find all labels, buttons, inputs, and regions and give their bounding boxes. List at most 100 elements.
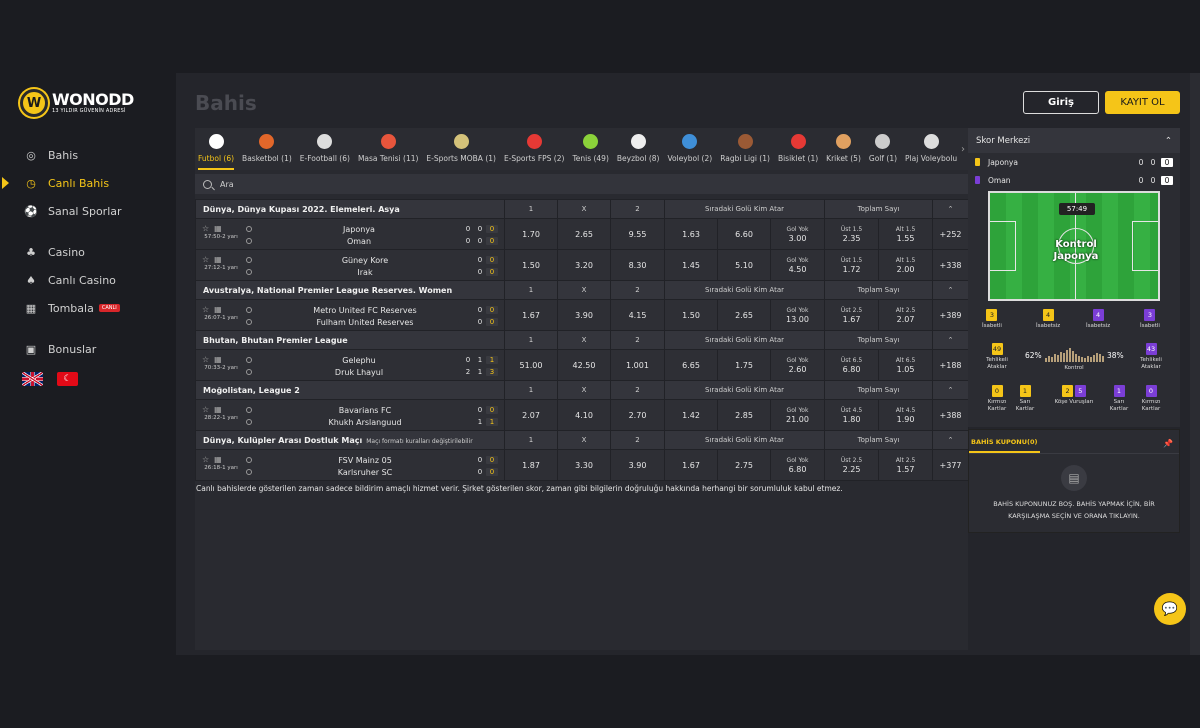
odd-next-goal-away[interactable]: 5.10 (717, 249, 771, 281)
nav-item-canlı-casino[interactable]: ♠ Canlı Casino (0, 266, 176, 294)
stats-icon[interactable]: ▦ (214, 305, 222, 314)
odd-next-goal-away[interactable]: 2.85 (717, 399, 771, 431)
tab-sport[interactable]: E-Sports MOBA (1) (426, 128, 496, 170)
odd-over[interactable]: Üst 2.5 2.25 (824, 449, 880, 481)
chevron-up-icon[interactable]: ⌃ (932, 199, 970, 219)
odd-next-goal-away[interactable]: 2.75 (717, 449, 771, 481)
odd-under[interactable]: Alt 1.5 2.00 (878, 249, 934, 281)
odd-next-goal-home[interactable]: 1.42 (664, 399, 718, 431)
search-input[interactable]: Ara (220, 179, 234, 189)
match-teams-cell[interactable]: ☆ ▦ 26:07-1 yarı Metro United FC Reserves 0 0… (195, 299, 505, 331)
score-center-header[interactable]: Skor Merkezi ⌃ (968, 128, 1180, 153)
chat-icon[interactable]: 💬 (1154, 593, 1186, 625)
stats-icon[interactable]: ▦ (214, 255, 222, 264)
bet-slip-tab[interactable]: BAHİS KUPONU(0) (969, 438, 1041, 453)
more-markets-button[interactable]: +188 (932, 349, 970, 381)
odd-next-goal-away[interactable]: 1.75 (717, 349, 771, 381)
odd-no-goal[interactable]: Gol Yok 4.50 (769, 249, 826, 281)
chevron-up-icon[interactable]: ⌃ (1164, 135, 1172, 146)
star-icon[interactable]: ☆ (202, 355, 210, 364)
odd-over[interactable]: Üst 4.5 1.80 (824, 399, 880, 431)
odd-next-goal-home[interactable]: 1.63 (664, 218, 718, 250)
odd-away[interactable]: 4.15 (610, 299, 665, 331)
page-scrollbar[interactable] (1190, 73, 1200, 655)
pin-icon[interactable]: 📌 (1163, 439, 1173, 448)
odd-under[interactable]: Alt 1.5 1.55 (878, 218, 934, 250)
tab-sport[interactable]: E-Football (6) (300, 128, 350, 170)
tab-sport[interactable]: Tenis (49) (572, 128, 609, 170)
odd-no-goal[interactable]: Gol Yok 21.00 (769, 399, 826, 431)
tab-sport[interactable]: Kriket (5) (826, 128, 861, 170)
more-markets-button[interactable]: +388 (932, 399, 970, 431)
odd-draw[interactable]: 4.10 (557, 399, 611, 431)
nav-item-bahis[interactable]: ◎ Bahis (0, 141, 176, 169)
odd-over[interactable]: Üst 6.5 6.80 (824, 349, 880, 381)
nav-item-bonuslar[interactable]: ▣ Bonuslar (0, 335, 176, 363)
odd-next-goal-away[interactable]: 6.60 (717, 218, 771, 250)
odd-under[interactable]: Alt 2.5 2.07 (878, 299, 934, 331)
chevron-up-icon[interactable]: ⌃ (932, 380, 970, 400)
tab-sport[interactable]: Voleybol (2) (667, 128, 712, 170)
chevron-right-icon[interactable]: › (958, 128, 968, 170)
stats-icon[interactable]: ▦ (214, 405, 222, 414)
star-icon[interactable]: ☆ (202, 405, 210, 414)
odd-over[interactable]: Üst 2.5 1.67 (824, 299, 880, 331)
tab-sport[interactable]: Masa Tenisi (11) (358, 128, 418, 170)
tab-sport[interactable]: Basketbol (1) (242, 128, 292, 170)
more-markets-button[interactable]: +252 (932, 218, 970, 250)
chevron-up-icon[interactable]: ⌃ (932, 330, 970, 350)
more-markets-button[interactable]: +338 (932, 249, 970, 281)
tab-sport[interactable]: Futbol (6) (198, 128, 235, 170)
nav-item-tombala[interactable]: ▦ Tombala CANLI (0, 294, 176, 322)
match-teams-cell[interactable]: ☆ ▦ 26:18-1 yarı FSV Mainz 05 0 0 Karlsruher S… (195, 449, 505, 481)
tab-sport[interactable]: Ragbi Ligi (1) (720, 128, 770, 170)
tab-sport[interactable]: Plaj Voleybolu (905, 128, 957, 170)
odd-under[interactable]: Alt 6.5 1.05 (878, 349, 934, 381)
odd-draw[interactable]: 3.30 (557, 449, 611, 481)
odd-no-goal[interactable]: Gol Yok 2.60 (769, 349, 826, 381)
odd-no-goal[interactable]: Gol Yok 6.80 (769, 449, 826, 481)
odd-home[interactable]: 1.87 (504, 449, 558, 481)
stats-icon[interactable]: ▦ (214, 455, 222, 464)
odd-away[interactable]: 1.001 (610, 349, 665, 381)
chevron-up-icon[interactable]: ⌃ (932, 430, 970, 450)
more-markets-button[interactable]: +389 (932, 299, 970, 331)
odd-under[interactable]: Alt 4.5 1.90 (878, 399, 934, 431)
brand-logo[interactable]: W WONODD 13 YILDIR GÜVENİN ADRESİ (20, 87, 140, 119)
odd-next-goal-home[interactable]: 1.45 (664, 249, 718, 281)
odd-next-goal-home[interactable]: 6.65 (664, 349, 718, 381)
odd-over[interactable]: Üst 1.5 2.35 (824, 218, 880, 250)
match-teams-cell[interactable]: ☆ ▦ 28:22-1 yarı Bavarians FC 0 0 Khukh Arslan… (195, 399, 505, 431)
nav-item-canlı-bahis[interactable]: ◷ Canlı Bahis (0, 169, 176, 197)
tab-sport[interactable]: Golf (1) (869, 128, 897, 170)
odd-away[interactable]: 2.70 (610, 399, 665, 431)
nav-item-sanal-sporlar[interactable]: ⚽ Sanal Sporlar (0, 197, 176, 225)
odd-next-goal-away[interactable]: 2.65 (717, 299, 771, 331)
odd-no-goal[interactable]: Gol Yok 13.00 (769, 299, 826, 331)
odd-home[interactable]: 2.07 (504, 399, 558, 431)
register-button[interactable]: KAYIT OL (1105, 91, 1180, 114)
tab-sport[interactable]: Bisiklet (1) (778, 128, 818, 170)
odd-draw[interactable]: 3.20 (557, 249, 611, 281)
odd-home[interactable]: 1.50 (504, 249, 558, 281)
odd-over[interactable]: Üst 1.5 1.72 (824, 249, 880, 281)
login-button[interactable]: Giriş (1023, 91, 1099, 114)
odd-next-goal-home[interactable]: 1.50 (664, 299, 718, 331)
odd-away[interactable]: 8.30 (610, 249, 665, 281)
odd-draw[interactable]: 3.90 (557, 299, 611, 331)
nav-item-casino[interactable]: ♣ Casino (0, 238, 176, 266)
more-markets-button[interactable]: +377 (932, 449, 970, 481)
odd-draw[interactable]: 42.50 (557, 349, 611, 381)
match-teams-cell[interactable]: ☆ ▦ 57:50-2 yarı Japonya 0 0 0 Oman 0 0 0 (195, 218, 505, 250)
odd-away[interactable]: 9.55 (610, 218, 665, 250)
star-icon[interactable]: ☆ (202, 305, 210, 314)
chevron-up-icon[interactable]: ⌃ (932, 280, 970, 300)
odd-under[interactable]: Alt 2.5 1.57 (878, 449, 934, 481)
odd-home[interactable]: 51.00 (504, 349, 558, 381)
star-icon[interactable]: ☆ (202, 224, 210, 233)
odd-away[interactable]: 3.90 (610, 449, 665, 481)
star-icon[interactable]: ☆ (202, 455, 210, 464)
odd-home[interactable]: 1.67 (504, 299, 558, 331)
odd-draw[interactable]: 2.65 (557, 218, 611, 250)
search-bar[interactable]: Ara (195, 174, 968, 194)
